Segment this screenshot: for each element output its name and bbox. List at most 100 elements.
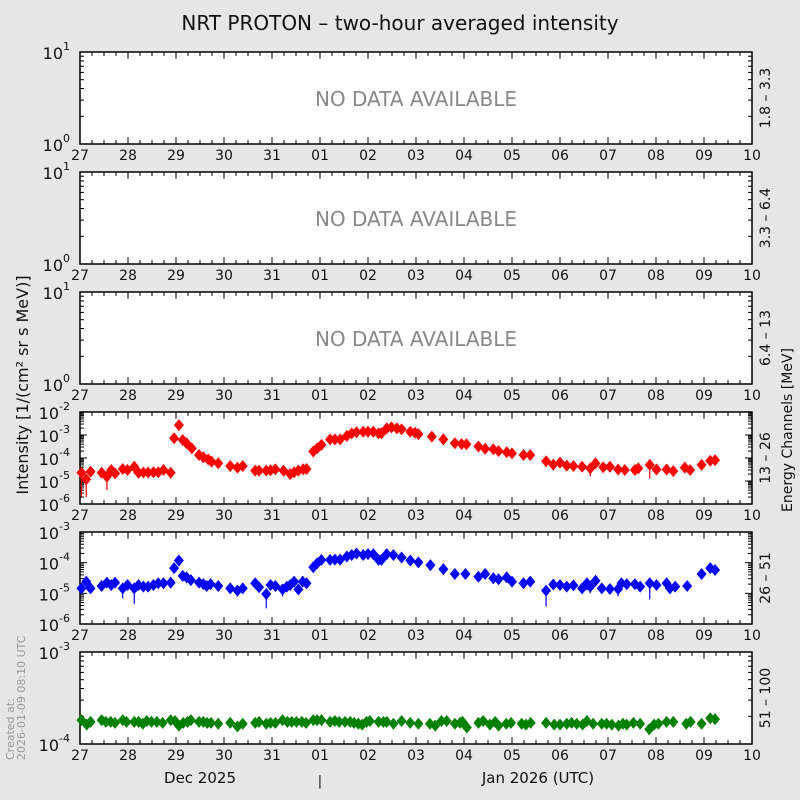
data-point bbox=[368, 548, 379, 561]
data-point bbox=[185, 574, 196, 587]
channel-label: 6.4 – 13 bbox=[758, 310, 774, 366]
data-point bbox=[363, 548, 373, 561]
data-point bbox=[213, 717, 224, 730]
x-tick-label: 03 bbox=[407, 628, 425, 644]
data-point bbox=[413, 556, 424, 569]
x-tick-label: 04 bbox=[455, 508, 473, 524]
data-point bbox=[351, 547, 362, 560]
data-point bbox=[169, 562, 180, 575]
data-point bbox=[381, 548, 392, 561]
x-tick-label: 01 bbox=[311, 628, 329, 644]
data-point bbox=[225, 716, 236, 729]
x-tick-label: 01 bbox=[311, 748, 329, 764]
data-point bbox=[613, 463, 624, 476]
y-tick-exponent: -4 bbox=[59, 551, 70, 564]
x-tick-label: 03 bbox=[407, 148, 425, 164]
y-tick-label: 10-4 bbox=[39, 446, 70, 469]
x-tick-label: 08 bbox=[647, 268, 665, 284]
data-point bbox=[146, 715, 157, 728]
x-tick-label: 05 bbox=[503, 508, 521, 524]
y-tick-label: 10-3 bbox=[39, 520, 70, 543]
plot-frame bbox=[79, 411, 753, 505]
data-point bbox=[685, 715, 696, 728]
y-tick-label: 101 bbox=[43, 160, 70, 183]
x-tick-label: 31 bbox=[263, 148, 281, 164]
x-tick-label: 28 bbox=[119, 388, 137, 404]
data-point bbox=[157, 716, 168, 729]
data-point bbox=[430, 719, 441, 732]
channel-label: 13 – 26 bbox=[758, 432, 774, 484]
x-tick-label: 07 bbox=[599, 628, 617, 644]
month-label-jan: Jan 2026 (UTC) bbox=[481, 769, 594, 787]
x-tick-label: 07 bbox=[599, 508, 617, 524]
data-point bbox=[541, 716, 552, 729]
data-point bbox=[254, 581, 265, 594]
y-tick-exponent: -4 bbox=[59, 732, 70, 745]
x-tick-label: 09 bbox=[695, 628, 713, 644]
x-tick-label: 06 bbox=[551, 508, 569, 524]
data-point bbox=[661, 715, 672, 728]
x-tick-label: 29 bbox=[167, 268, 185, 284]
data-point bbox=[316, 438, 327, 451]
x-tick-label: 04 bbox=[455, 628, 473, 644]
data-point bbox=[621, 718, 632, 731]
y-tick-exponent: -2 bbox=[59, 400, 70, 413]
data-point bbox=[381, 715, 392, 728]
data-point bbox=[173, 419, 184, 432]
data-point bbox=[507, 575, 517, 588]
x-tick-label: 08 bbox=[647, 748, 665, 764]
x-tick-label: 28 bbox=[119, 748, 137, 764]
data-point bbox=[653, 717, 664, 730]
data-point bbox=[121, 715, 132, 728]
data-point bbox=[363, 425, 373, 438]
x-tick-label: 30 bbox=[215, 268, 233, 284]
data-point bbox=[173, 554, 184, 567]
x-tick-label: 10 bbox=[743, 268, 761, 284]
data-point bbox=[696, 717, 707, 730]
x-tick-label: 29 bbox=[167, 748, 185, 764]
data-point bbox=[81, 473, 92, 486]
data-point bbox=[329, 433, 340, 446]
x-tick-label: 02 bbox=[359, 388, 377, 404]
x-tick-label: 05 bbox=[503, 388, 521, 404]
data-point bbox=[438, 563, 449, 576]
y-tick-label: 10-3 bbox=[39, 640, 70, 663]
y-tick-exponent: 1 bbox=[63, 40, 70, 53]
y-axis-label: Intensity [1/(cm² sr s MeV)] bbox=[13, 275, 32, 494]
data-point bbox=[525, 575, 536, 588]
x-tick-label: 01 bbox=[311, 388, 329, 404]
panel-6: 27 28 29 30 31 01 02 03 04 05 06 07 08 09 10 10-4 10-3 51… bbox=[39, 640, 774, 764]
y-tick-exponent: 0 bbox=[63, 372, 70, 385]
data-point bbox=[122, 463, 133, 476]
panel-2: 27 28 29 30 31 01 02 03 04 05 06 07 08 09 101001013.3 … bbox=[43, 160, 774, 284]
y-tick-label: 10-4 bbox=[39, 732, 70, 755]
data-point bbox=[237, 717, 248, 730]
data-point bbox=[85, 582, 96, 595]
data-point bbox=[270, 463, 281, 476]
data-point bbox=[396, 715, 407, 727]
y-tick-exponent: 0 bbox=[63, 252, 70, 265]
no-data-label: NO DATA AVAILABLE bbox=[315, 207, 517, 231]
data-point bbox=[518, 449, 529, 462]
data-point bbox=[213, 457, 224, 470]
data-point bbox=[585, 580, 596, 593]
data-point bbox=[635, 580, 646, 593]
data-point bbox=[621, 578, 632, 591]
y-tick-exponent: -5 bbox=[59, 469, 70, 482]
x-tick-label: 27 bbox=[71, 268, 89, 284]
x-tick-label: 07 bbox=[599, 148, 617, 164]
x-tick-label: 04 bbox=[455, 268, 473, 284]
y-tick-exponent: 1 bbox=[63, 280, 70, 293]
data-point bbox=[507, 447, 517, 460]
data-point bbox=[493, 719, 504, 732]
y-tick-label: 10-2 bbox=[39, 400, 70, 423]
x-tick-label: 05 bbox=[503, 748, 521, 764]
x-tick-label: 10 bbox=[743, 748, 761, 764]
x-tick-label: 28 bbox=[119, 628, 137, 644]
data-point bbox=[289, 575, 300, 588]
data-point bbox=[237, 460, 248, 473]
x-tick-label: 05 bbox=[503, 628, 521, 644]
data-point bbox=[633, 462, 644, 475]
data-point bbox=[461, 721, 472, 734]
x-tick-label: 28 bbox=[119, 268, 137, 284]
